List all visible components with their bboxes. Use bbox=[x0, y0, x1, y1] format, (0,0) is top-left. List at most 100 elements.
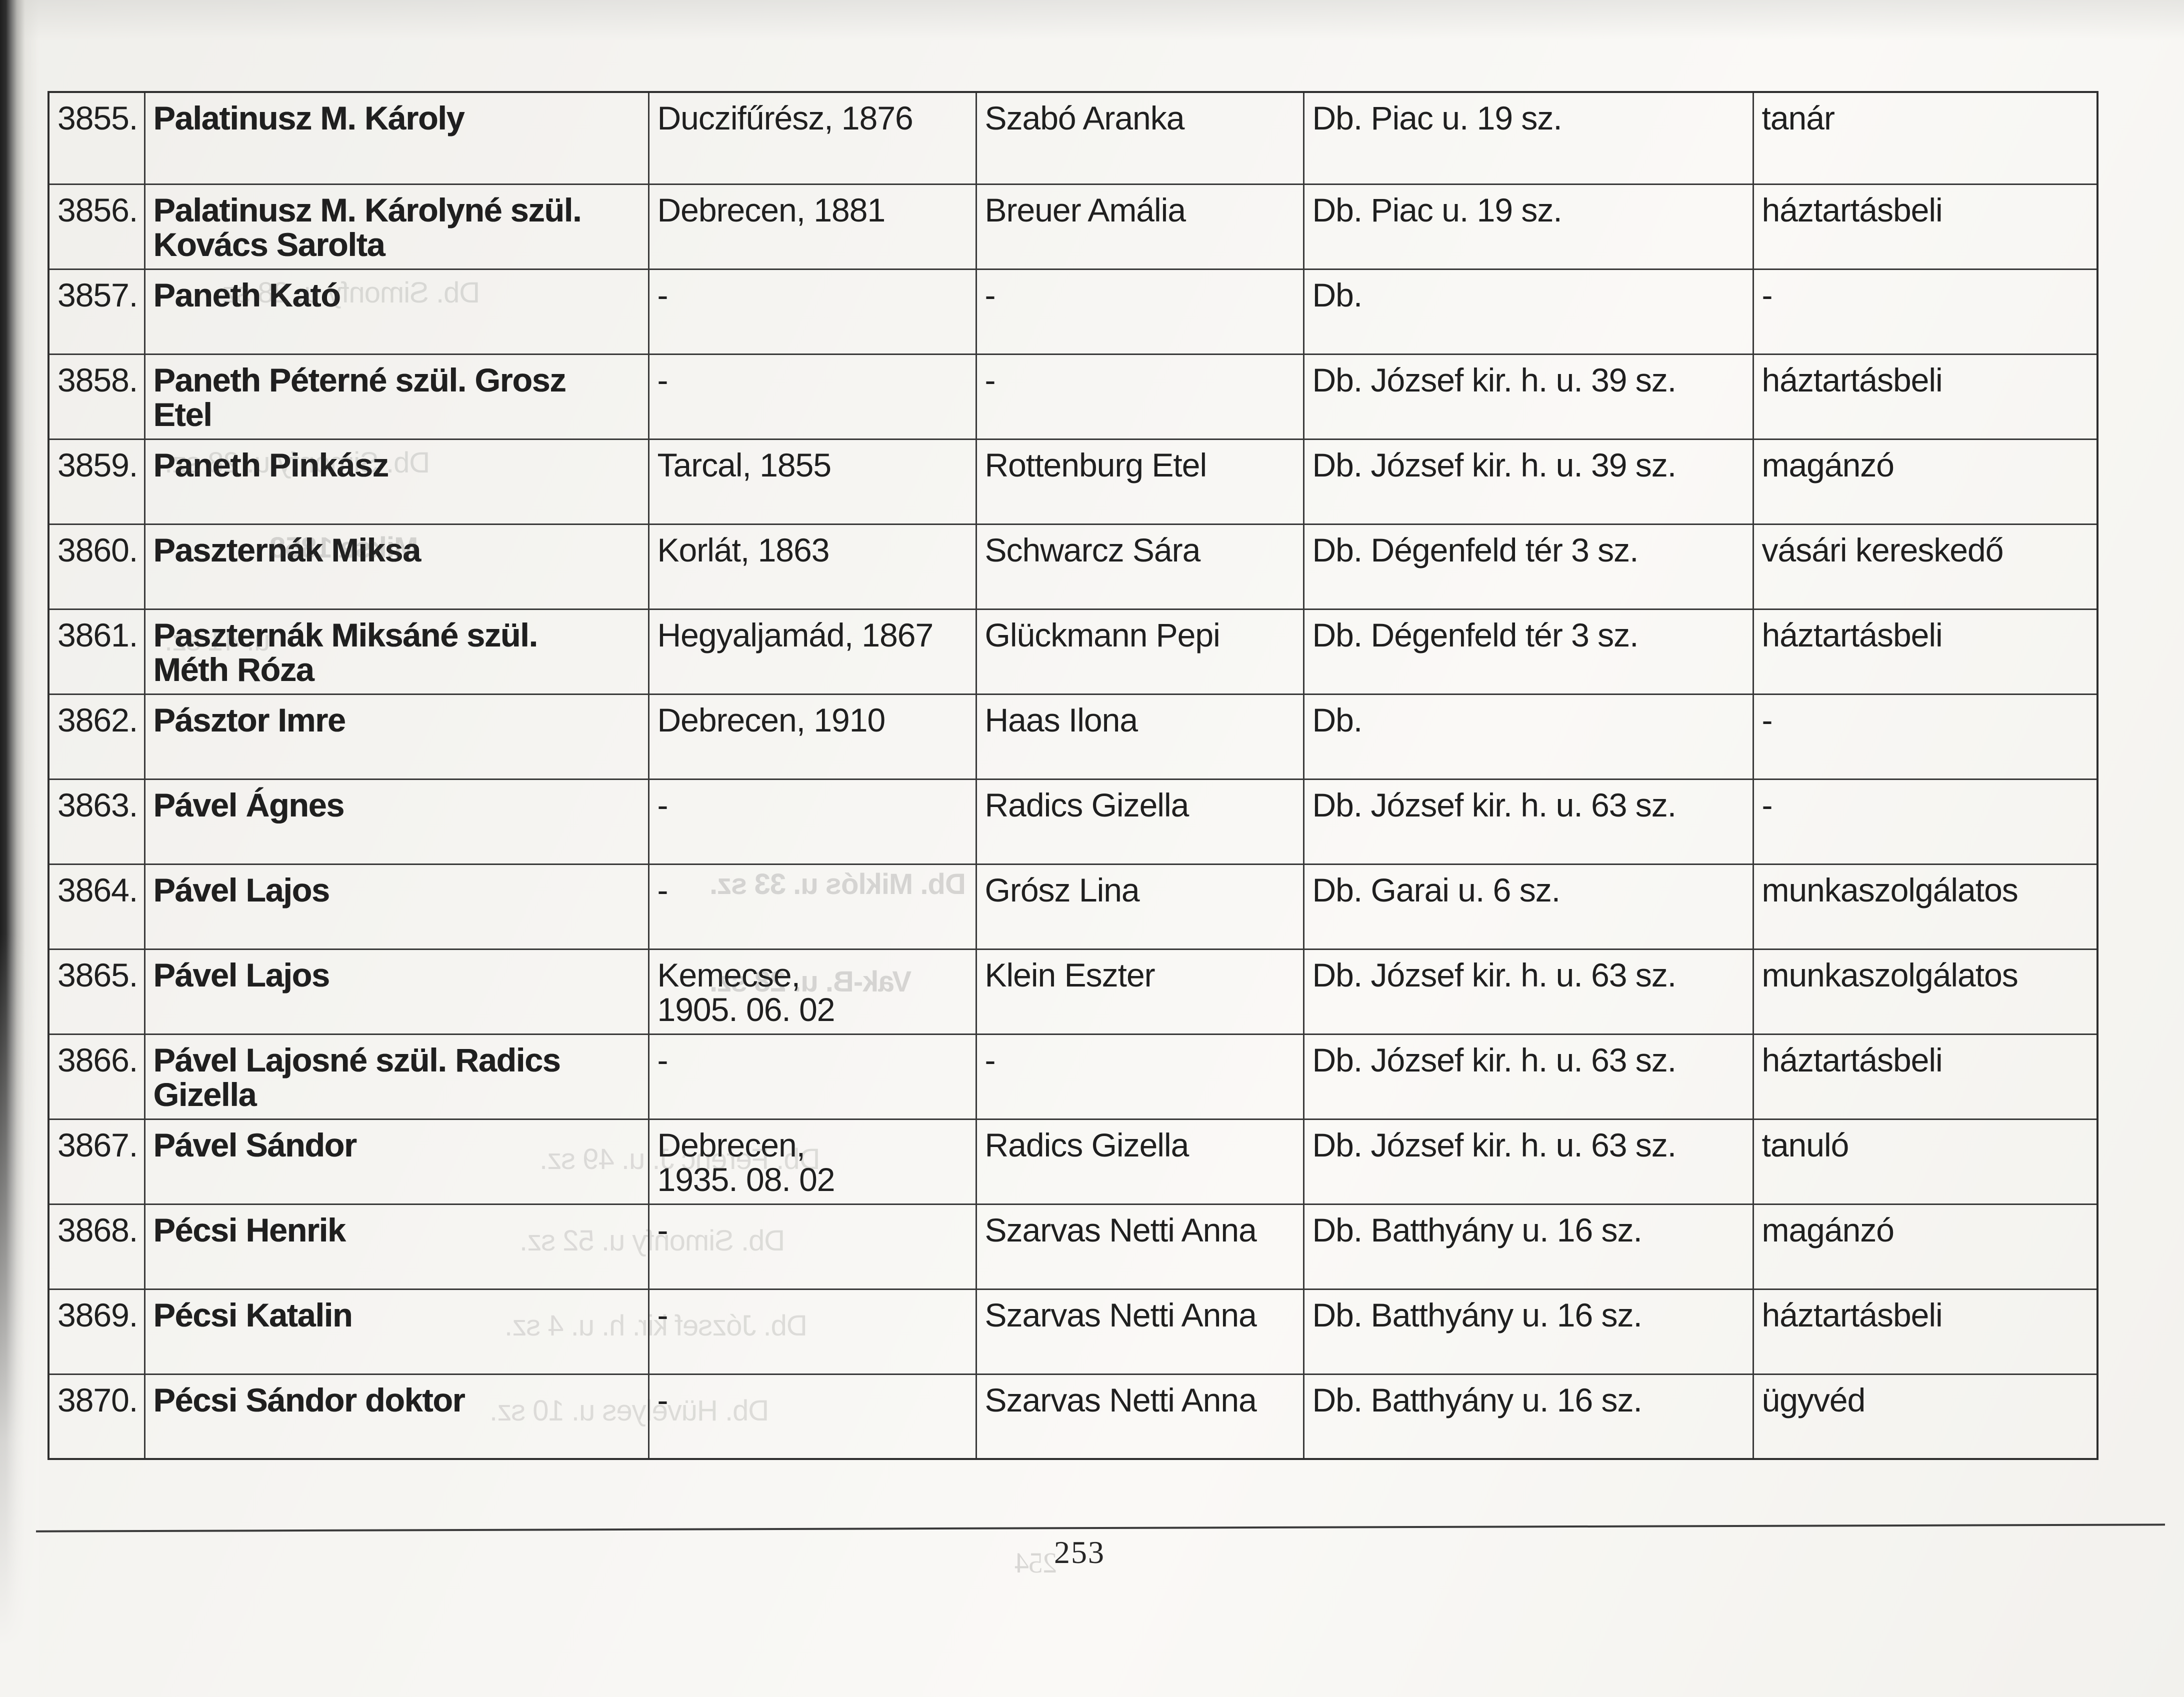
table-row: 3858. Paneth Péterné szül. Grosz Etel - … bbox=[48, 353, 2098, 440]
mother-name-cell: Szarvas Netti Anna bbox=[975, 1203, 1304, 1290]
name-cell: Palatinusz M. Károlyné szül. Kovács Saro… bbox=[144, 183, 650, 270]
row-number-cell: 3869. bbox=[48, 1288, 146, 1375]
table-row: 3864. Pável Lajos - Grósz Lina Db. Garai… bbox=[48, 863, 2098, 950]
address-cell: Db. József kir. h. u. 39 sz. bbox=[1302, 353, 1754, 440]
row-number-cell: 3862. bbox=[48, 693, 146, 780]
table-row: 3863. Pável Ágnes - Radics Gizella Db. J… bbox=[48, 778, 2098, 865]
name-cell: Pécsi Katalin bbox=[144, 1288, 650, 1375]
birthplace-cell: Hegyaljamád, 1867 bbox=[648, 608, 977, 695]
row-number-cell: 3857. bbox=[48, 268, 146, 355]
birthplace-cell: Debrecen, 1881 bbox=[648, 183, 977, 270]
name-cell: Paneth Péterné szül. Grosz Etel bbox=[144, 353, 650, 440]
row-number-cell: 3865. bbox=[48, 948, 146, 1035]
address-cell: Db. Batthyány u. 16 sz. bbox=[1302, 1373, 1754, 1460]
address-cell: Db. Piac u. 19 sz. bbox=[1302, 91, 1754, 185]
row-number-cell: 3868. bbox=[48, 1203, 146, 1290]
address-cell: Db. Batthyány u. 16 sz. bbox=[1302, 1288, 1754, 1375]
mother-name-cell: - bbox=[975, 1033, 1304, 1120]
table-row: 3861. Paszternák Miksáné szül. Méth Róza… bbox=[48, 608, 2098, 695]
address-cell: Db. bbox=[1302, 693, 1754, 780]
table-row: 3865. Pável Lajos Kemecse, 1905. 06. 02 … bbox=[48, 948, 2098, 1035]
address-cell: Db. Dégenfeld tér 3 sz. bbox=[1302, 608, 1754, 695]
row-number-cell: 3860. bbox=[48, 523, 146, 610]
name-cell: Pável Lajosné szül. Radics Gizella bbox=[144, 1033, 650, 1120]
mother-name-cell: Grósz Lina bbox=[975, 863, 1304, 950]
birthplace-cell: Debrecen, 1910 bbox=[648, 693, 977, 780]
occupation-cell: - bbox=[1752, 693, 2098, 780]
row-number-cell: 3858. bbox=[48, 353, 146, 440]
row-number-cell: 3856. bbox=[48, 183, 146, 270]
address-cell: Db. József kir. h. u. 39 sz. bbox=[1302, 438, 1754, 525]
occupation-cell: tanuló bbox=[1752, 1118, 2098, 1205]
name-cell: Paszternák Miksáné szül. Méth Róza bbox=[144, 608, 650, 695]
table-row: 3869. Pécsi Katalin - Szarvas Netti Anna… bbox=[48, 1288, 2098, 1375]
name-cell: Pável Lajos bbox=[144, 863, 650, 950]
mother-name-cell: Breuer Amália bbox=[975, 183, 1304, 270]
address-cell: Db. József kir. h. u. 63 sz. bbox=[1302, 778, 1754, 865]
table-row: 3859. Paneth Pinkász Tarcal, 1855 Rotten… bbox=[48, 438, 2098, 525]
row-number-cell: 3866. bbox=[48, 1033, 146, 1120]
occupation-cell: - bbox=[1752, 268, 2098, 355]
table-row: 3855. Palatinusz M. Károly Duczifűrész, … bbox=[48, 91, 2098, 185]
table-row: 3857. Paneth Kató - - Db. - bbox=[48, 268, 2098, 355]
birthplace-cell: - bbox=[648, 268, 977, 355]
mother-name-cell: - bbox=[975, 268, 1304, 355]
row-number-cell: 3870. bbox=[48, 1373, 146, 1460]
table-row: 3856. Palatinusz M. Károlyné szül. Kovác… bbox=[48, 183, 2098, 270]
page-number: 253 bbox=[1054, 1534, 1105, 1570]
mother-name-cell: Radics Gizella bbox=[975, 1118, 1304, 1205]
address-cell: Db. József kir. h. u. 63 sz. bbox=[1302, 1118, 1754, 1205]
table-body: 3855. Palatinusz M. Károly Duczifűrész, … bbox=[48, 91, 2098, 1460]
name-cell: Pável Lajos bbox=[144, 948, 650, 1035]
mother-name-cell: Szarvas Netti Anna bbox=[975, 1288, 1304, 1375]
row-number-cell: 3867. bbox=[48, 1118, 146, 1205]
mother-name-cell: Szabó Aranka bbox=[975, 91, 1304, 185]
occupation-cell: háztartásbeli bbox=[1752, 608, 2098, 695]
occupation-cell: háztartásbeli bbox=[1752, 1288, 2098, 1375]
row-number-cell: 3861. bbox=[48, 608, 146, 695]
address-cell: Db. Dégenfeld tér 3 sz. bbox=[1302, 523, 1754, 610]
row-number-cell: 3864. bbox=[48, 863, 146, 950]
mother-name-cell: Haas Ilona bbox=[975, 693, 1304, 780]
name-cell: Palatinusz M. Károly bbox=[144, 91, 650, 185]
occupation-cell: háztartásbeli bbox=[1752, 183, 2098, 270]
row-number-cell: 3859. bbox=[48, 438, 146, 525]
mother-name-cell: Glückmann Pepi bbox=[975, 608, 1304, 695]
birthplace-cell: - bbox=[648, 1373, 977, 1460]
table-row: 3868. Pécsi Henrik - Szarvas Netti Anna … bbox=[48, 1203, 2098, 1290]
footer-rule bbox=[36, 1524, 2165, 1532]
birthplace-cell: Korlát, 1863 bbox=[648, 523, 977, 610]
name-cell: Paneth Pinkász bbox=[144, 438, 650, 525]
table-row: 3862. Pásztor Imre Debrecen, 1910 Haas I… bbox=[48, 693, 2098, 780]
table-row: 3866. Pável Lajosné szül. Radics Gizella… bbox=[48, 1033, 2098, 1120]
birthplace-cell: Duczifűrész, 1876 bbox=[648, 91, 977, 185]
address-cell: Db. Piac u. 19 sz. bbox=[1302, 183, 1754, 270]
name-cell: Paszternák Miksa bbox=[144, 523, 650, 610]
mother-name-cell: Szarvas Netti Anna bbox=[975, 1373, 1304, 1460]
birthplace-cell: - bbox=[648, 353, 977, 440]
occupation-cell: háztartásbeli bbox=[1752, 353, 2098, 440]
mother-name-cell: - bbox=[975, 353, 1304, 440]
address-cell: Db. Garai u. 6 sz. bbox=[1302, 863, 1754, 950]
occupation-cell: - bbox=[1752, 778, 2098, 865]
table-row: 3870. Pécsi Sándor doktor - Szarvas Nett… bbox=[48, 1373, 2098, 1460]
name-cell: Pécsi Henrik bbox=[144, 1203, 650, 1290]
birthplace-cell: - bbox=[648, 1288, 977, 1375]
address-cell: Db. József kir. h. u. 63 sz. bbox=[1302, 1033, 1754, 1120]
birthplace-cell: - bbox=[648, 863, 977, 950]
occupation-cell: magánzó bbox=[1752, 438, 2098, 525]
registry-table: 3855. Palatinusz M. Károly Duczifűrész, … bbox=[48, 91, 2098, 1460]
table-row: 3860. Paszternák Miksa Korlát, 1863 Schw… bbox=[48, 523, 2098, 610]
birthplace-cell: Debrecen, 1935. 08. 02 bbox=[648, 1118, 977, 1205]
birthplace-cell: Kemecse, 1905. 06. 02 bbox=[648, 948, 977, 1035]
birthplace-cell: - bbox=[648, 1203, 977, 1290]
name-cell: Pécsi Sándor doktor bbox=[144, 1373, 650, 1460]
birthplace-cell: - bbox=[648, 778, 977, 865]
scan-edge-shadow bbox=[0, 0, 39, 1697]
name-cell: Pável Sándor bbox=[144, 1118, 650, 1205]
address-cell: Db. Batthyány u. 16 sz. bbox=[1302, 1203, 1754, 1290]
bleedthrough-text: 254 bbox=[1015, 1546, 1057, 1579]
address-cell: Db. bbox=[1302, 268, 1754, 355]
name-cell: Pásztor Imre bbox=[144, 693, 650, 780]
